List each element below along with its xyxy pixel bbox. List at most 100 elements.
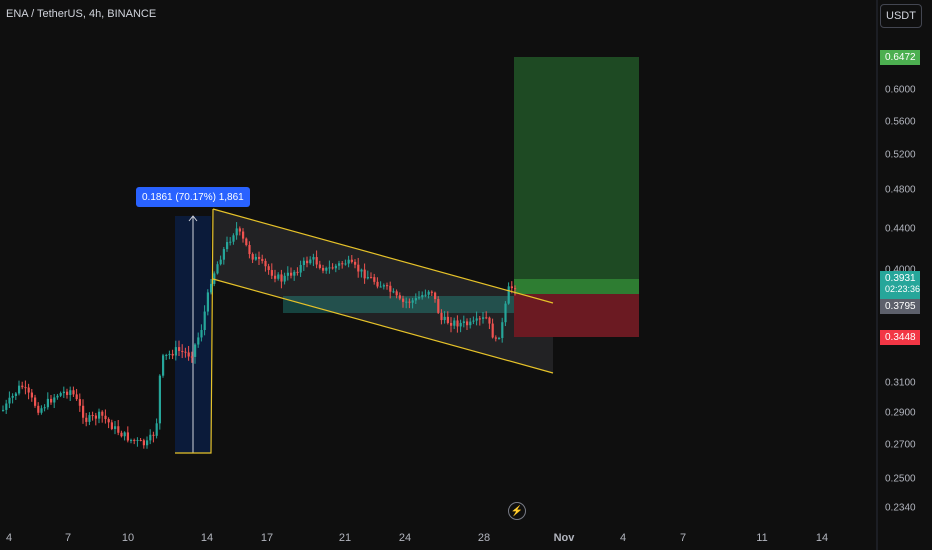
candle-body <box>2 409 5 411</box>
candle-body <box>491 323 494 338</box>
candle-body <box>424 294 427 296</box>
candle-body <box>130 439 133 441</box>
candle-body <box>443 316 446 321</box>
candle-body <box>152 434 155 436</box>
date-tick: 7 <box>64 532 72 544</box>
candle-body <box>386 285 389 287</box>
candle-body <box>219 259 222 265</box>
price-tick: 0.4400 <box>885 223 916 235</box>
candle-body <box>373 277 376 282</box>
candle-body <box>75 394 78 400</box>
candle-body <box>395 291 398 296</box>
candle-body <box>88 415 91 422</box>
candle-body <box>30 392 33 398</box>
candle-body <box>389 285 392 292</box>
candle-body <box>405 301 408 303</box>
lightning-icon[interactable]: ⚡ <box>508 502 526 520</box>
candle-body <box>331 267 334 269</box>
candle-body <box>222 249 225 260</box>
candle-body <box>366 277 369 279</box>
candle-body <box>136 439 139 441</box>
candle-body <box>66 391 69 395</box>
symbol-title[interactable]: ENA / TetherUS, 4h, BINANCE <box>6 8 157 20</box>
candle-body <box>104 415 107 420</box>
currency-button[interactable]: USDT <box>880 4 922 28</box>
candle-body <box>178 347 181 351</box>
candle-body <box>350 259 353 262</box>
candle-body <box>341 263 344 265</box>
candle-body <box>56 395 59 398</box>
candle-body <box>126 432 129 441</box>
flagpole-line <box>175 208 214 454</box>
candle-body <box>363 269 366 279</box>
target-profit-zone <box>514 57 639 294</box>
candle-body <box>299 265 302 273</box>
candle-body <box>379 286 382 288</box>
candle-body <box>421 295 424 298</box>
candle-body <box>325 267 328 271</box>
candle-body <box>258 256 261 259</box>
candle-body <box>181 350 184 352</box>
candle-body <box>392 291 395 293</box>
candle-body <box>46 398 49 408</box>
candle-body <box>283 275 286 282</box>
candle-body <box>62 391 65 394</box>
candle-body <box>69 390 72 395</box>
price-tick: 0.2900 <box>885 407 916 419</box>
candle-body <box>411 300 414 303</box>
candle-body <box>72 390 75 395</box>
candle-body <box>318 264 321 268</box>
candle-body <box>229 241 232 243</box>
candle-body <box>360 269 363 272</box>
candle-body <box>507 286 510 304</box>
candle-body <box>453 320 456 326</box>
measure-arrow-head <box>188 215 198 222</box>
candle-body <box>11 395 14 398</box>
candle-body <box>290 272 293 276</box>
candle-body <box>264 260 267 267</box>
candle-body <box>312 257 315 260</box>
candle-body <box>165 354 168 356</box>
candle-body <box>338 263 341 266</box>
date-tick-month: Nov <box>553 532 575 544</box>
candle-body <box>187 352 190 357</box>
price-tick: 0.5200 <box>885 149 916 161</box>
price-tick: 0.4800 <box>885 184 916 196</box>
price-tick: 0.4000 <box>885 264 916 276</box>
candle-body <box>347 259 350 264</box>
candle-body <box>59 393 62 396</box>
candle-body <box>91 415 94 417</box>
candle-body <box>142 440 145 446</box>
channel-lower-line[interactable] <box>212 278 554 374</box>
candle-body <box>242 231 245 239</box>
candle-body <box>398 295 401 299</box>
candle-body <box>110 422 113 429</box>
candle-body <box>270 270 273 276</box>
candle-body <box>40 408 43 413</box>
descending-channel-fill <box>213 209 553 373</box>
candle-body <box>78 399 81 406</box>
candle-body <box>174 347 177 356</box>
candle-body <box>85 417 88 422</box>
candle-body <box>133 439 136 441</box>
candle-body <box>43 407 46 409</box>
date-tick: 4 <box>5 532 13 544</box>
candle-body <box>357 264 360 272</box>
candle-body <box>306 260 309 264</box>
date-tick: 17 <box>260 532 274 544</box>
candle-body <box>450 322 453 326</box>
channel-upper-line[interactable] <box>212 208 554 304</box>
candle-body <box>194 344 197 357</box>
candle-body <box>101 411 104 416</box>
candle-body <box>235 228 238 236</box>
price-tick: 0.3100 <box>885 377 916 389</box>
candle-body <box>456 320 459 327</box>
candle-body <box>21 385 24 388</box>
candle-body <box>200 330 203 338</box>
candle-body <box>296 271 299 273</box>
candle-body <box>462 321 465 323</box>
candle-body <box>482 317 485 319</box>
candle-body <box>168 353 171 355</box>
candle-body <box>203 311 206 331</box>
